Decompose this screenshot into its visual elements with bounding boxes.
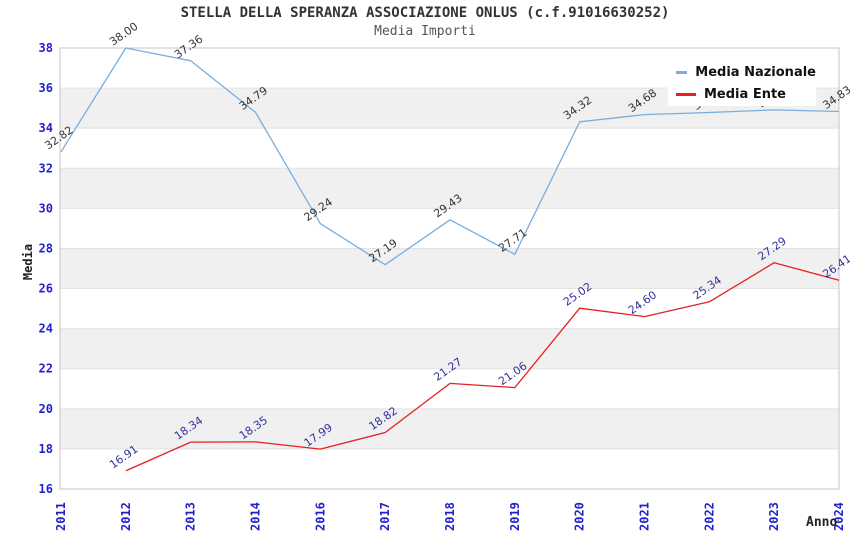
x-tick-label: 2020 — [573, 502, 587, 531]
x-tick-label: 2022 — [702, 502, 716, 531]
legend-item-nazionale: Media Nazionale — [676, 64, 816, 80]
y-tick-label: 30 — [39, 201, 53, 215]
legend-swatch-nazionale — [676, 70, 688, 74]
y-tick-label: 26 — [39, 282, 53, 296]
y-tick-label: 16 — [39, 482, 53, 496]
y-tick-label: 20 — [39, 402, 53, 416]
plot-band — [60, 248, 839, 289]
x-tick-label: 2021 — [638, 502, 652, 531]
plot-band — [60, 208, 839, 249]
x-tick-label: 2019 — [508, 502, 522, 531]
x-tick-label: 2011 — [54, 502, 68, 531]
y-tick-label: 34 — [39, 121, 53, 135]
legend-item-ente: Media Ente — [676, 86, 816, 102]
y-tick-label: 22 — [39, 362, 53, 376]
legend-label-nazionale: Media Nazionale — [695, 64, 816, 80]
y-tick-label: 32 — [39, 161, 53, 175]
x-tick-label: 2013 — [184, 502, 198, 531]
plot-band — [60, 168, 839, 209]
x-tick-label: 2023 — [767, 502, 781, 531]
legend: Media Nazionale Media Ente — [668, 54, 816, 106]
plot-border — [59, 47, 840, 490]
y-tick-label: 36 — [39, 81, 53, 95]
plot-band — [60, 288, 839, 329]
series-line-1 — [125, 262, 840, 472]
x-tick-label: 2017 — [378, 502, 392, 531]
x-axis-title: Anno — [806, 515, 838, 530]
x-tick-label: 2018 — [443, 502, 457, 531]
chart-subtitle: Media Importi — [374, 24, 476, 39]
x-tick-label: 2024 — [832, 502, 846, 531]
plot-band — [60, 448, 839, 489]
y-axis-title: Media — [21, 243, 35, 281]
plot-band — [60, 328, 839, 369]
plot-band — [60, 368, 839, 409]
series-line-0 — [60, 47, 840, 266]
y-tick-label: 24 — [39, 322, 53, 336]
y-tick-label: 28 — [39, 241, 53, 255]
y-tick-label: 38 — [39, 41, 53, 55]
plot-band — [60, 128, 839, 169]
chart-title: STELLA DELLA SPERANZA ASSOCIAZIONE ONLUS… — [180, 5, 670, 21]
legend-swatch-ente — [676, 92, 696, 96]
x-tick-label: 2016 — [313, 502, 327, 531]
x-tick-label: 2014 — [249, 502, 263, 531]
legend-label-ente: Media Ente — [704, 86, 786, 102]
x-tick-label: 2012 — [119, 502, 133, 531]
value-label: 38.00 — [107, 20, 140, 49]
y-tick-label: 18 — [39, 442, 53, 456]
